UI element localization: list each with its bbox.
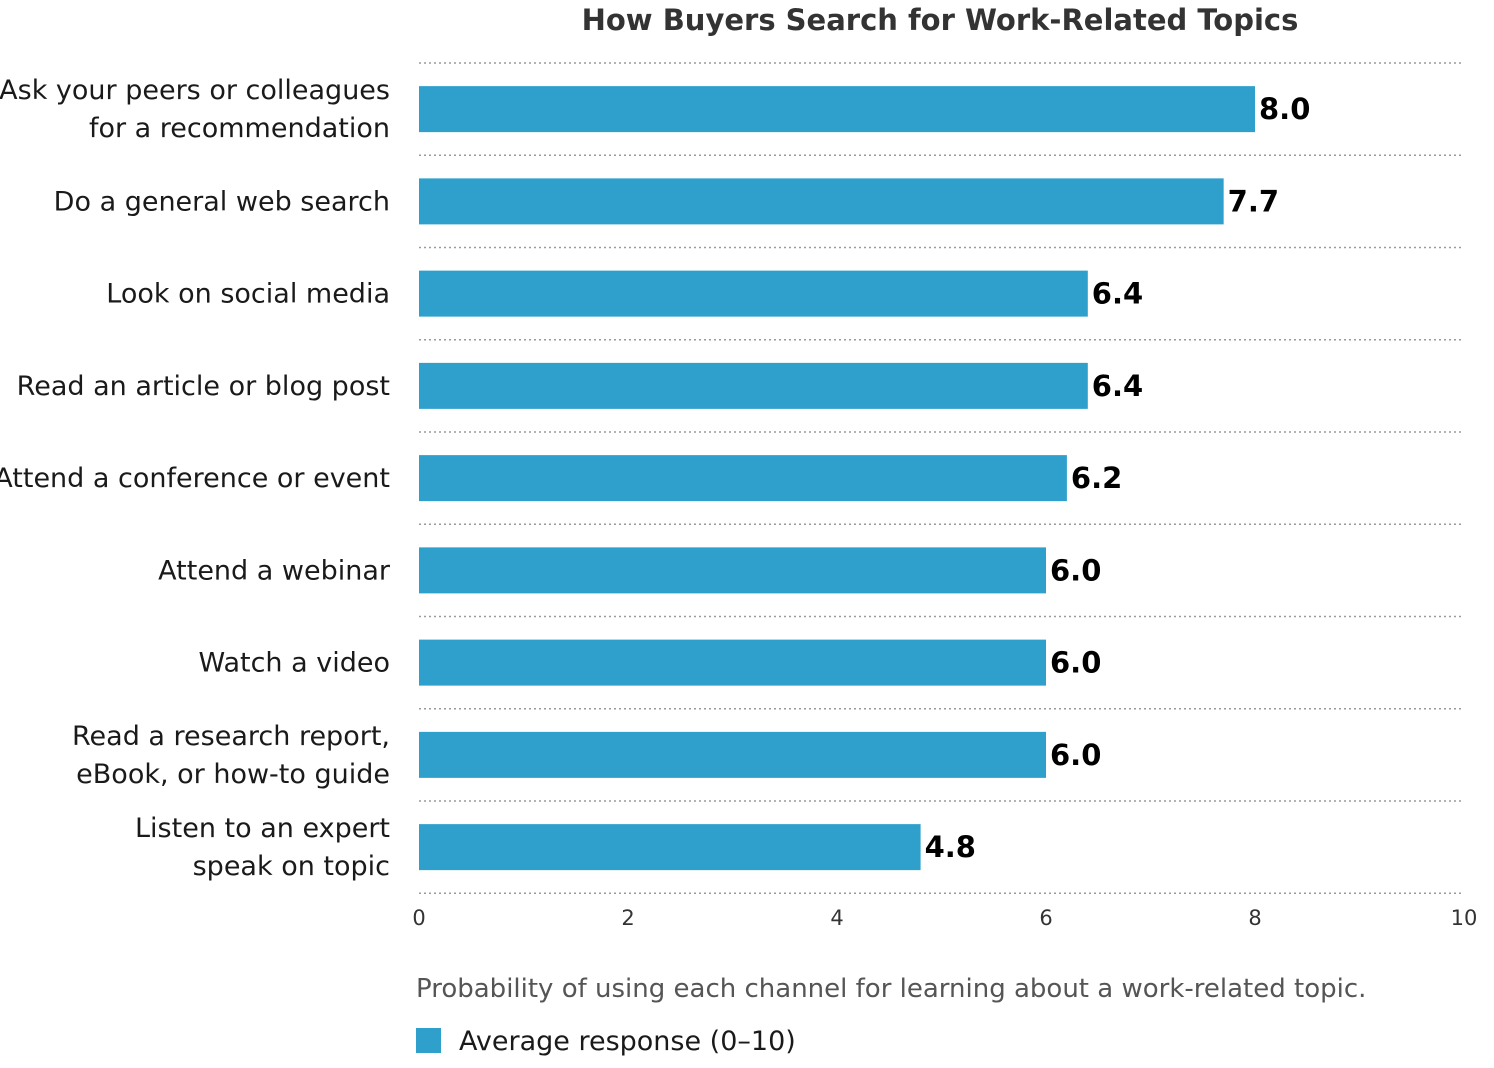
category-label: Look on social media — [106, 279, 390, 310]
bar — [419, 178, 1224, 225]
category-label: Read a research report, — [72, 721, 390, 752]
category-label: Attend a webinar — [158, 555, 391, 586]
x-tick-label: 0 — [412, 906, 425, 930]
category-label: Ask your peers or colleagues — [0, 75, 390, 106]
bar — [419, 270, 1088, 317]
x-tick-label: 4 — [830, 906, 843, 930]
legend-label: Average response (0–10) — [459, 1026, 796, 1057]
category-label: for a recommendation — [89, 113, 390, 144]
category-label: Do a general web search — [54, 186, 390, 217]
bar — [419, 362, 1088, 409]
category-label: Read an article or blog post — [17, 371, 390, 402]
x-tick-label: 6 — [1039, 906, 1052, 930]
value-label: 6.4 — [1092, 369, 1143, 403]
value-label: 4.8 — [925, 830, 976, 864]
value-label: 6.4 — [1092, 277, 1143, 311]
category-label: Attend a conference or event — [0, 463, 390, 494]
category-label: eBook, or how-to guide — [76, 759, 390, 790]
category-labels: Ask your peers or colleagues for a recomm… — [0, 75, 391, 882]
value-label: 6.0 — [1050, 646, 1101, 680]
category-label: speak on topic — [193, 851, 390, 882]
gridlines — [419, 62, 1464, 894]
chart-title: How Buyers Search for Work-Related Topic… — [582, 3, 1299, 37]
value-labels: 8.0 7.7 6.4 6.4 6.2 6.0 6.0 6.0 4.8 — [925, 92, 1311, 864]
value-label: 6.2 — [1071, 461, 1122, 495]
x-axis-ticks: 0 2 4 6 8 10 — [412, 906, 1477, 930]
legend-swatch — [416, 1028, 441, 1053]
bars — [419, 86, 1255, 871]
value-label: 8.0 — [1259, 92, 1310, 126]
x-tick-label: 2 — [621, 906, 634, 930]
bar — [419, 547, 1046, 594]
category-label: Watch a video — [198, 648, 390, 679]
category-label: Listen to an expert — [135, 813, 390, 844]
x-tick-label: 10 — [1451, 906, 1478, 930]
chart-caption: Probability of using each channel for le… — [416, 974, 1366, 1004]
bar — [419, 455, 1067, 502]
value-label: 6.0 — [1050, 553, 1101, 587]
value-label: 6.0 — [1050, 738, 1101, 772]
bar — [419, 639, 1046, 686]
x-tick-label: 8 — [1248, 906, 1261, 930]
legend: Average response (0–10) — [416, 1026, 796, 1057]
bar — [419, 86, 1255, 133]
value-label: 7.7 — [1228, 184, 1279, 218]
bar — [419, 731, 1046, 778]
bar — [419, 824, 921, 871]
